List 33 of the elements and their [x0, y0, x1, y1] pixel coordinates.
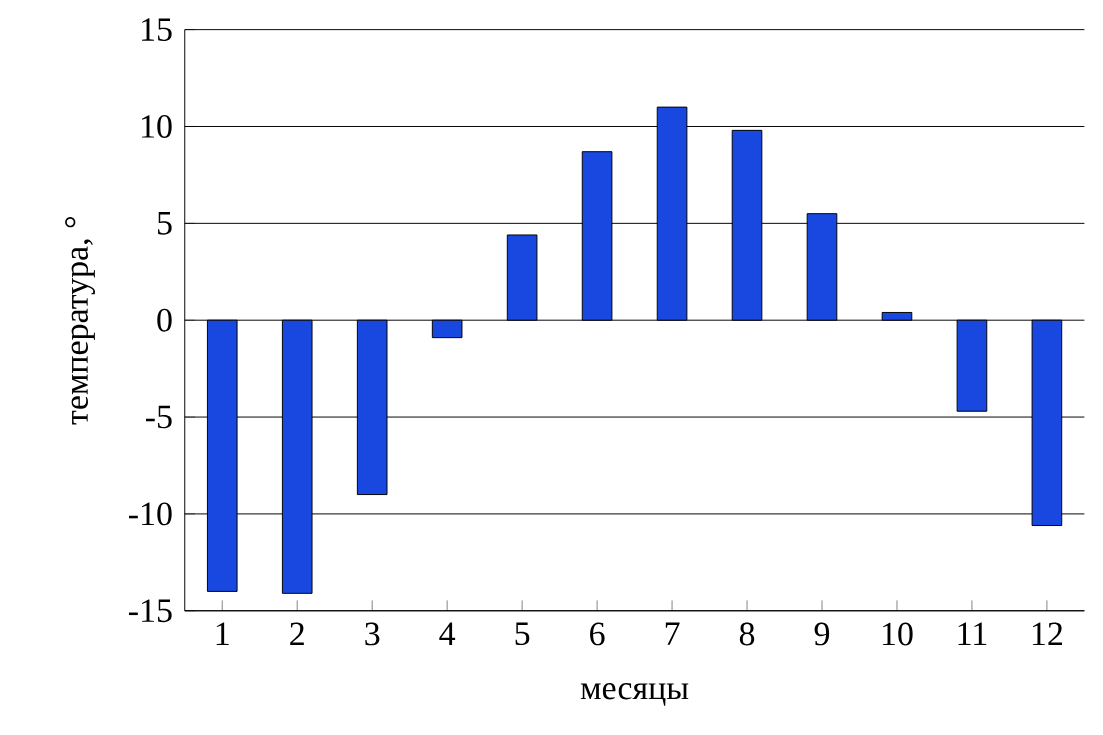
x-tick-label: 9 [814, 622, 830, 646]
bar [881, 312, 913, 321]
bar [731, 129, 763, 321]
bar [956, 319, 988, 412]
bar [1031, 319, 1063, 527]
x-tick-label: 7 [665, 622, 680, 645]
x-axis-title: месяцы [580, 683, 689, 706]
x-tick-label: 8 [739, 622, 755, 646]
x-tick-label: 4 [439, 622, 456, 645]
y-tick-label: 5 [157, 212, 172, 235]
y-tick-label: 10 [142, 115, 172, 139]
bar [806, 213, 838, 321]
y-tick-label: -10 [129, 502, 172, 526]
bar [431, 319, 463, 339]
x-tick-label: 10 [882, 622, 913, 646]
x-tick-label: 1 [216, 622, 229, 646]
y-tick-label: -5 [145, 405, 172, 429]
x-tick-label: 11 [958, 622, 987, 646]
bar [581, 151, 613, 321]
bar [506, 234, 538, 321]
y-tick-label: -15 [129, 599, 172, 623]
x-tick-label: 6 [590, 622, 605, 646]
bar [281, 319, 313, 594]
bar [356, 319, 388, 496]
x-tick-label: 2 [290, 622, 304, 646]
y-axis-title: температура, ° [65, 217, 95, 425]
x-tick-label: 5 [515, 622, 530, 646]
bar [656, 106, 688, 321]
bar [206, 319, 238, 592]
y-tick-label: 0 [157, 308, 172, 332]
y-tick-label: 15 [142, 18, 172, 42]
x-tick-label: 3 [365, 622, 380, 646]
x-tick-label: 12 [1032, 622, 1062, 646]
